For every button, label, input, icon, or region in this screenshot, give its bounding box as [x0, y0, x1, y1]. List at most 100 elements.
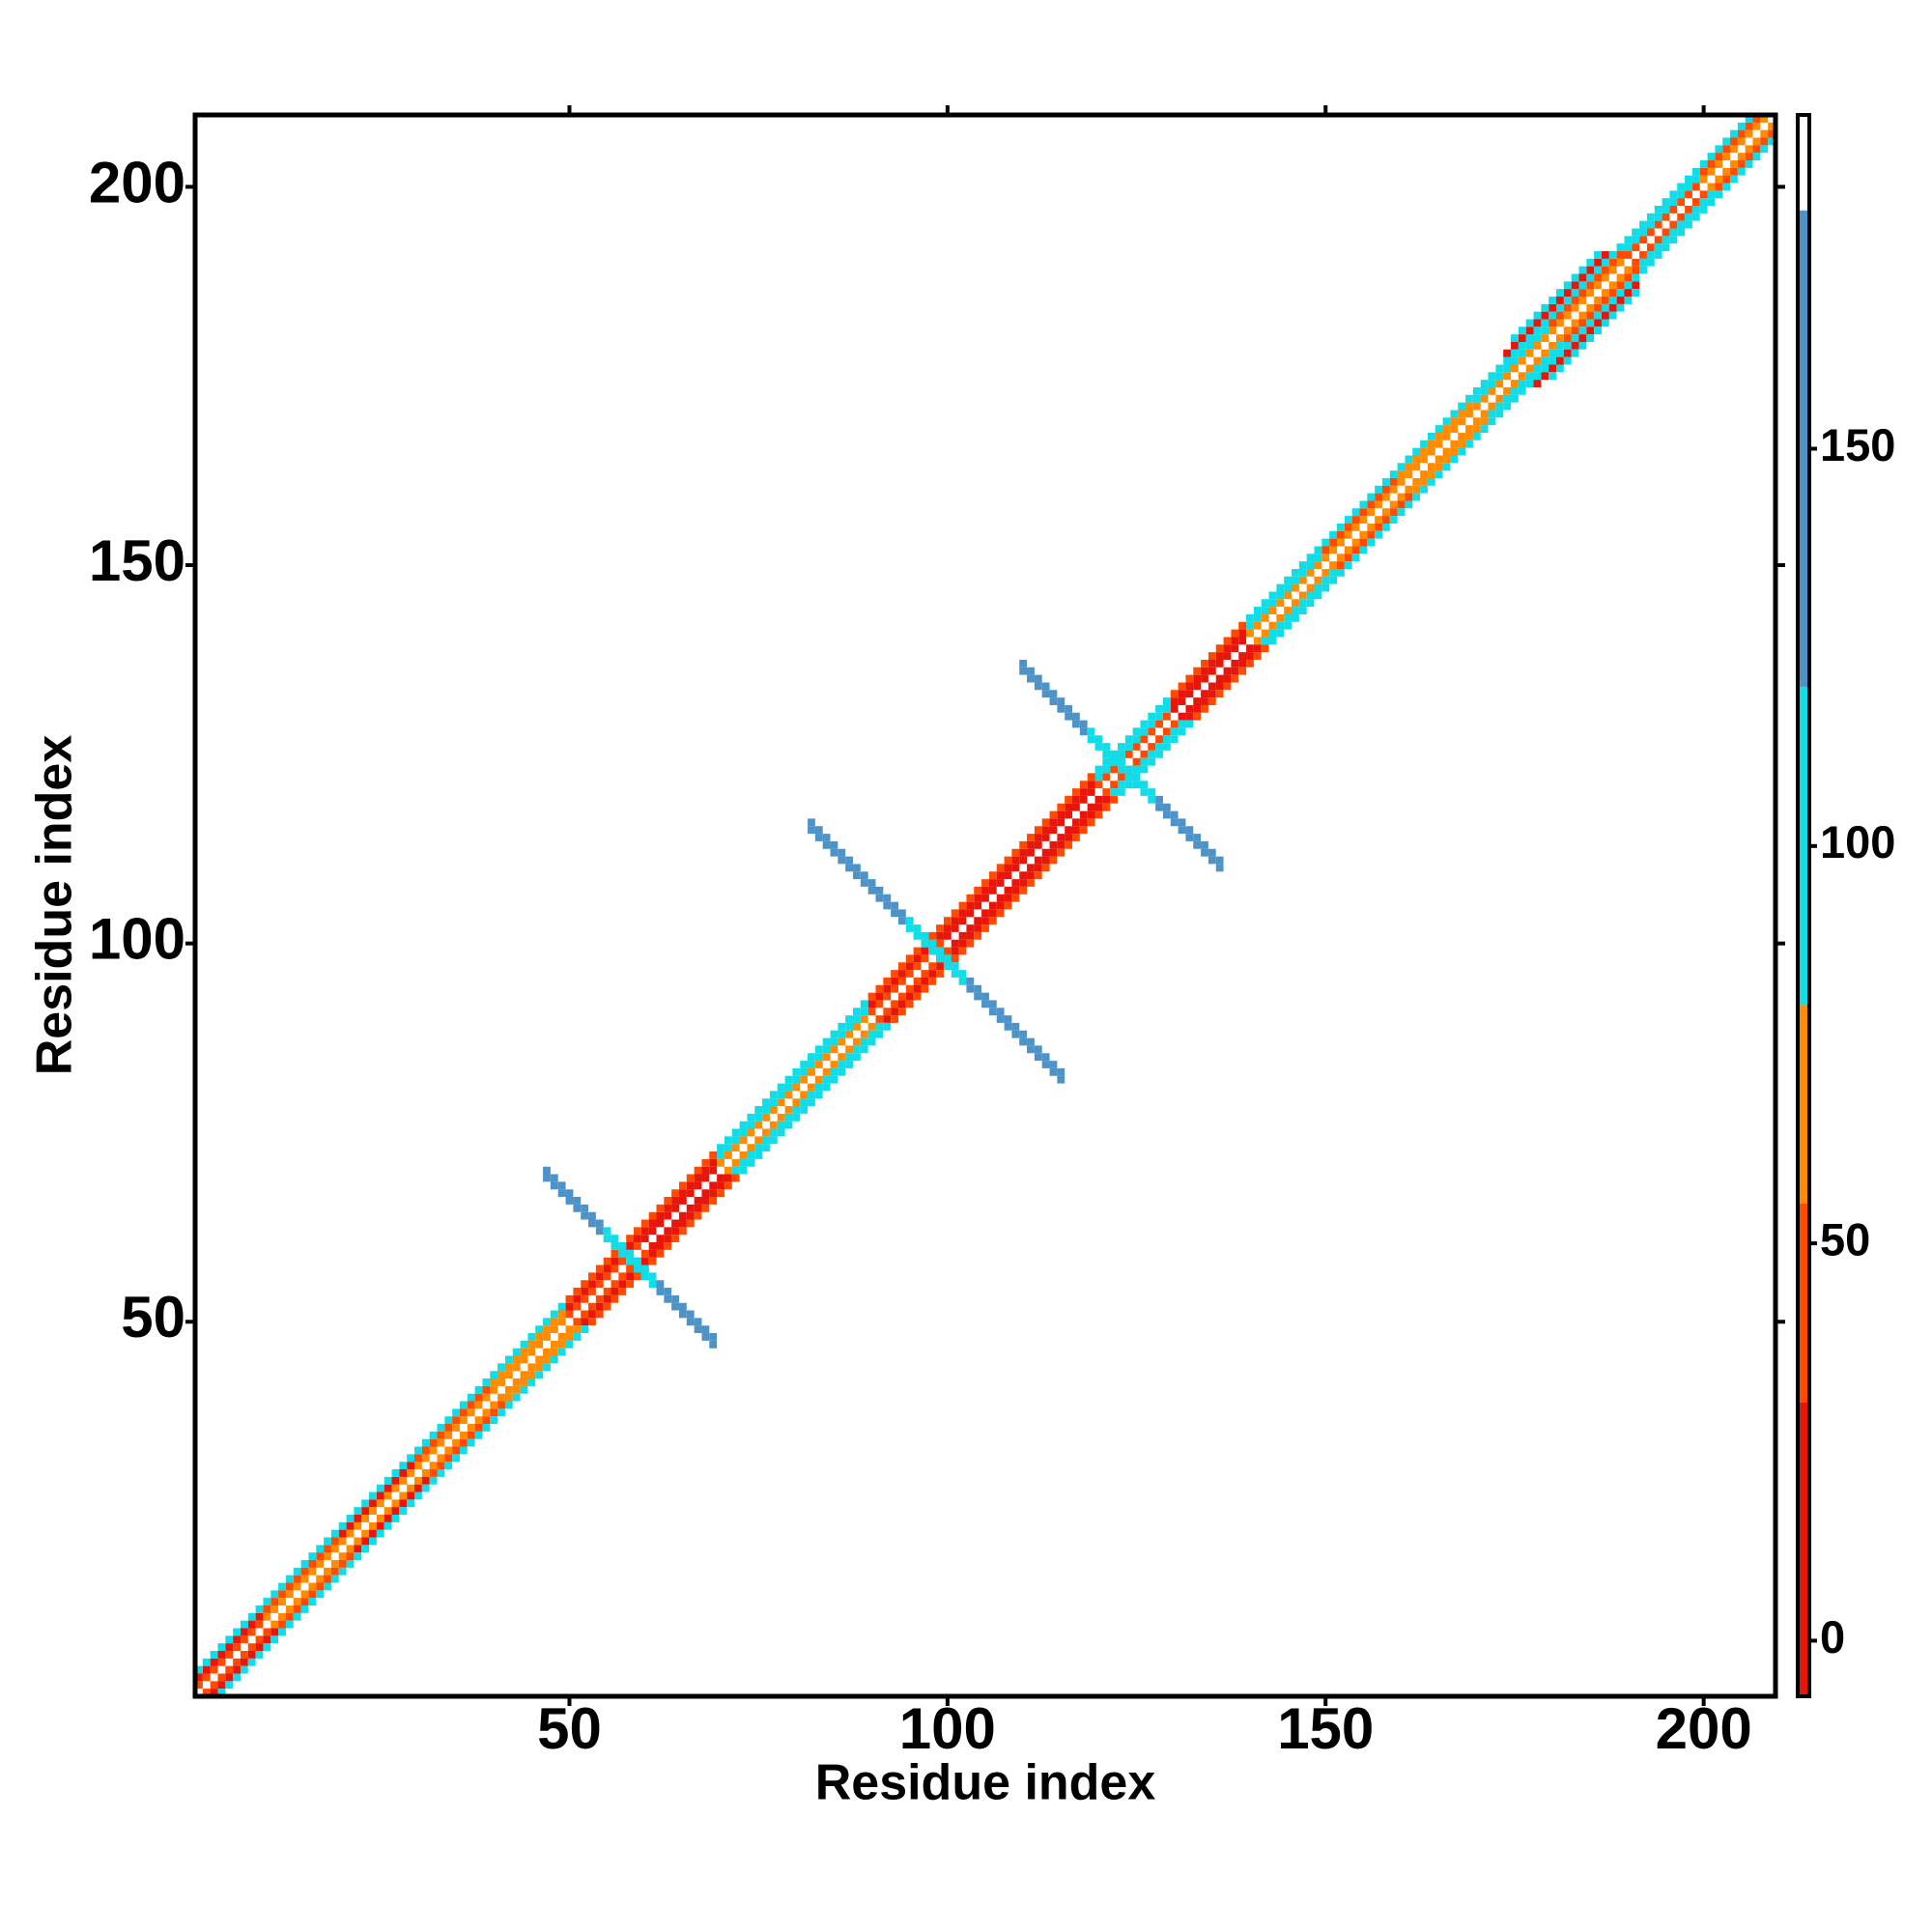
heatmap-band: [731, 1098, 809, 1175]
heatmap-band: [210, 1628, 279, 1696]
heatmap-band: [1707, 122, 1776, 191]
heatmap-band: [640, 1151, 718, 1228]
plot-frame: [192, 112, 1778, 1699]
heatmap-band: [966, 871, 1042, 948]
heatmap-band: [1488, 341, 1564, 418]
heatmap-band: [664, 1174, 740, 1250]
heatmap-cells: [195, 115, 1776, 1696]
heatmap-band: [814, 1022, 892, 1099]
colorbar-segment: [1798, 115, 1809, 211]
colorbar-tick-label: 100: [1820, 816, 1895, 867]
heatmap-band: [1480, 341, 1556, 418]
heatmap-band: [1722, 137, 1776, 191]
heatmap-band: [202, 1628, 271, 1696]
heatmap-band: [943, 848, 1020, 925]
heatmap-band: [195, 115, 1776, 1696]
heatmap-band: [792, 1000, 868, 1076]
heatmap-band: [1503, 250, 1609, 357]
colorbar-tick-label: 0: [1820, 1611, 1845, 1662]
heatmap-band: [263, 1529, 339, 1606]
heatmap-band: [361, 1476, 438, 1553]
y-tick-label: 100: [89, 907, 185, 972]
heatmap-band: [1246, 546, 1322, 622]
heatmap-band: [1034, 795, 1111, 872]
heatmap-band: [414, 1393, 491, 1470]
heatmap-band: [1420, 417, 1496, 494]
heatmap-band: [285, 1552, 362, 1629]
heatmap-band: [1041, 795, 1118, 872]
heatmap-band: [354, 1476, 430, 1553]
x-tick-label: 100: [899, 1696, 996, 1761]
heatmap-band: [1321, 470, 1398, 547]
heatmap-band: [1555, 266, 1633, 342]
heatmap-band: [905, 924, 967, 985]
heatmap-band: [490, 1302, 566, 1379]
heatmap-band: [808, 1022, 884, 1099]
heatmap-band: [1511, 250, 1602, 342]
heatmap-band: [1405, 417, 1481, 494]
heatmap-band: [195, 1612, 264, 1682]
x-tick-label: 200: [1656, 1696, 1752, 1761]
y-tick-label: 50: [121, 1285, 185, 1350]
heatmap-band: [1571, 266, 1647, 342]
heatmap-band: [724, 1098, 801, 1175]
heatmap-band: [1268, 568, 1345, 645]
y-tick-label: 150: [89, 528, 185, 593]
x-tick-label: 150: [1277, 1696, 1374, 1761]
heatmap-band: [966, 977, 1065, 1076]
heatmap-band: [1178, 644, 1254, 721]
heatmap-band: [1170, 621, 1247, 698]
heatmap-band: [1193, 644, 1269, 721]
heatmap-band: [573, 1249, 649, 1326]
colorbar-segment: [1798, 1402, 1809, 1696]
heatmap-band: [512, 1325, 589, 1402]
colorbar-segment: [1798, 687, 1809, 1006]
heatmap-band: [195, 1620, 264, 1690]
heatmap-band: [1087, 735, 1156, 804]
heatmap-band: [739, 1098, 815, 1175]
heatmap-band: [1019, 667, 1088, 736]
heatmap-band: [1646, 190, 1723, 267]
heatmap-band: [414, 1385, 491, 1463]
x-tick-label: 50: [537, 1696, 602, 1761]
heatmap-band: [1019, 788, 1095, 865]
heatmap-band: [905, 917, 967, 978]
heatmap-band: [603, 1227, 657, 1281]
colorbar-segment: [1798, 1203, 1809, 1403]
heatmap-band: [1624, 167, 1700, 244]
heatmap-band: [414, 1378, 491, 1455]
colorbar-tick-label: 50: [1820, 1214, 1870, 1265]
colorbar-segment: [1798, 210, 1809, 688]
heatmap-band: [966, 984, 1065, 1084]
heatmap-band: [437, 1401, 513, 1477]
heatmap-band: [808, 818, 906, 918]
heatmap-band: [1533, 281, 1640, 387]
heatmap-band: [1102, 720, 1179, 796]
heatmap-band: [1155, 795, 1224, 865]
heatmap-band: [640, 1166, 718, 1243]
y-tick-label: 200: [89, 150, 185, 214]
heatmap-band: [883, 947, 959, 1023]
heatmap-band: [800, 1022, 876, 1099]
heatmap-band: [195, 1605, 264, 1674]
heatmap-band: [1019, 659, 1088, 728]
heatmap-band: [1087, 727, 1156, 796]
heatmap-band: [1699, 115, 1769, 184]
y-axis-title: Residue index: [27, 735, 83, 1076]
x-axis-title: Residue index: [815, 1755, 1156, 1811]
colorbar-frame: [1796, 113, 1811, 1698]
heatmap-band: [543, 1174, 604, 1236]
heatmap-band: [656, 1288, 718, 1349]
heatmap-band: [421, 1401, 498, 1477]
heatmap-band: [565, 1242, 641, 1319]
heatmap-band: [808, 826, 906, 925]
heatmap-band: [1397, 394, 1473, 471]
heatmap-band: [1699, 115, 1753, 168]
heatmap-band: [603, 1235, 657, 1289]
heatmap-band: [717, 1075, 793, 1152]
heatmap-band: [1019, 773, 1095, 849]
colorbar-tick-label: 150: [1820, 419, 1895, 470]
heatmap-band: [1344, 493, 1421, 569]
heatmap-band: [1155, 803, 1224, 872]
